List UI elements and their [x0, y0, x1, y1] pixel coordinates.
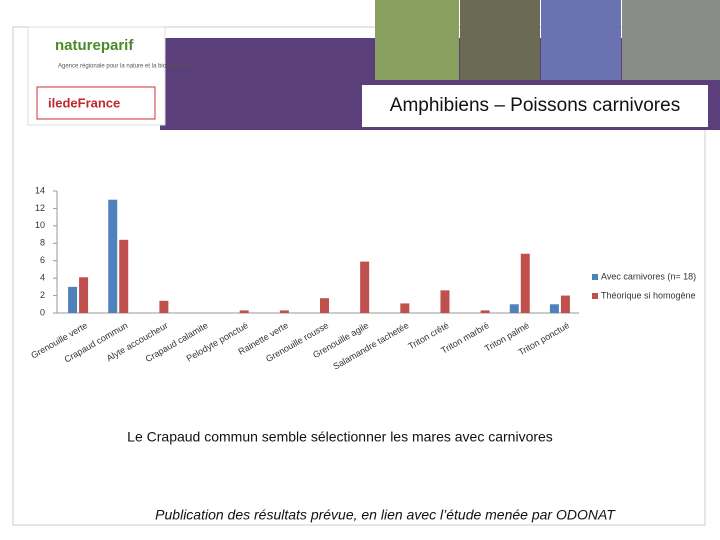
y-tick-label: 10: [35, 220, 45, 230]
bar: [360, 261, 370, 313]
y-tick-label: 14: [35, 185, 45, 195]
y-tick-label: 0: [40, 307, 45, 317]
legend-label: Avec carnivores (n= 18): [601, 271, 696, 281]
bar: [400, 303, 410, 313]
y-tick-label: 8: [40, 238, 45, 248]
bar: [549, 304, 559, 313]
photo-bird: [375, 0, 459, 80]
bar: [520, 253, 530, 313]
bar: [560, 295, 570, 313]
region-name: iledeFrance: [48, 95, 120, 110]
bar: [509, 304, 519, 313]
photo-shrew: [460, 0, 540, 80]
bar: [320, 298, 329, 313]
bar: [119, 239, 129, 313]
y-tick-label: 4: [40, 273, 45, 283]
logo-tagline: Agence régionale pour la nature et la bi…: [58, 64, 189, 70]
bar: [159, 300, 169, 313]
title-box: [362, 85, 708, 127]
bar: [239, 310, 249, 313]
bar: [68, 286, 78, 313]
legend-swatch: [592, 293, 598, 299]
y-tick-label: 2: [40, 290, 45, 300]
bar: [279, 310, 289, 313]
logo-name: natureparif: [55, 37, 134, 54]
bar: [440, 290, 450, 313]
region-logo: [36, 86, 156, 120]
footer: Publication des résultats prévue, en lie…: [155, 507, 616, 523]
bar: [480, 310, 490, 313]
y-tick-label: 6: [40, 255, 45, 265]
bar: [108, 199, 118, 313]
chart-title: Amphibiens – Poissons carnivores: [390, 95, 680, 116]
photo-bluebells: [541, 0, 621, 80]
bar: [79, 277, 89, 313]
caption: Le Crapaud commun semble sélectionner le…: [127, 429, 553, 445]
photo-fish: [622, 0, 720, 80]
legend-label: Théorique si homogène: [601, 290, 696, 300]
legend-swatch: [592, 274, 598, 280]
y-tick-label: 12: [35, 203, 45, 213]
